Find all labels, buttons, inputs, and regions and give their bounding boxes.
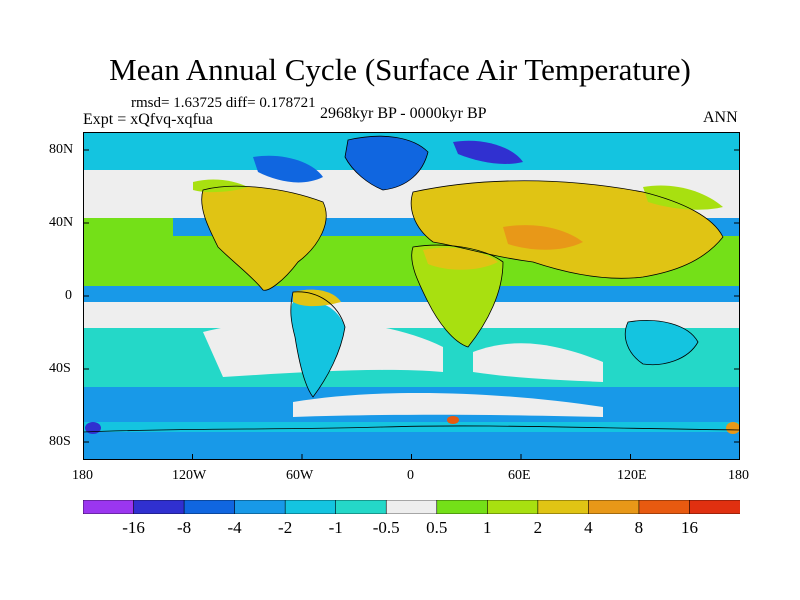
season-label: ANN xyxy=(703,109,738,126)
legend-swatch xyxy=(588,500,640,514)
antarctic-warm-spot xyxy=(726,422,740,434)
south-atlantic-neutral xyxy=(473,343,603,382)
legend-swatch xyxy=(689,500,740,514)
legend-swatch xyxy=(335,500,388,514)
rmsd-label: rmsd= xyxy=(131,95,170,111)
y-tick-label: 40N xyxy=(49,215,74,230)
legend-label: 2 xyxy=(533,518,543,537)
legend-label: 4 xyxy=(584,518,593,537)
diff-label: diff= xyxy=(225,95,256,111)
coastline-north-america xyxy=(201,185,327,291)
canadian-cold-patch xyxy=(253,155,323,183)
antarctic-cold-spot xyxy=(85,422,101,434)
x-tick-label: 180 xyxy=(72,468,93,483)
legend-swatch xyxy=(183,500,236,514)
south-america-north xyxy=(293,289,341,307)
coastline-africa xyxy=(411,244,504,348)
x-tick-label: 180 xyxy=(728,468,749,483)
x-tick-label: 120W xyxy=(172,468,207,483)
legend-label: -2 xyxy=(278,518,293,537)
greenland-region xyxy=(345,136,428,190)
antarctic-edge xyxy=(83,422,740,432)
legend-label: 0.5 xyxy=(426,518,448,537)
x-tick-label: 60W xyxy=(286,468,314,483)
legend-label: -4 xyxy=(227,518,242,537)
y-tick-label: 0 xyxy=(65,288,72,303)
eurasia-hot-patch xyxy=(503,225,583,250)
legend-label: 8 xyxy=(634,518,644,537)
chart-title: Mean Annual Cycle (Surface Air Temperatu… xyxy=(109,52,691,87)
arctic-cold-patch xyxy=(453,140,523,165)
legend-swatch xyxy=(284,500,337,514)
legend-label: 1 xyxy=(483,518,492,537)
legend-swatch xyxy=(83,500,135,514)
coastline-south-america xyxy=(290,291,346,398)
diff-value: 0.178721 xyxy=(259,95,316,111)
legend-swatch xyxy=(385,500,438,514)
legend-label: -8 xyxy=(176,518,192,537)
coastline-greenland xyxy=(344,135,429,191)
x-tick-label: 120E xyxy=(617,468,647,483)
color-legend xyxy=(83,500,740,514)
coastline-australia xyxy=(624,320,699,366)
subtropical-green-band xyxy=(83,218,173,238)
experiment-label: Expt = xQfvq-xqfua xyxy=(83,111,213,128)
legend-swatch xyxy=(537,500,590,514)
y-tick-label: 40S xyxy=(49,361,71,376)
coastline-antarctica xyxy=(83,425,740,433)
legend-label: -16 xyxy=(122,518,145,537)
legend-swatch xyxy=(436,500,489,514)
y-tick-label: 80N xyxy=(49,142,74,157)
legend-swatch xyxy=(234,500,286,514)
legend-label: -0.5 xyxy=(372,518,400,537)
stats-line: rmsd= 1.63725 diff= 0.178721 xyxy=(131,95,316,112)
y-tick-label: 80S xyxy=(49,434,71,449)
north-africa-hot xyxy=(423,247,498,270)
legend-swatch xyxy=(133,500,185,514)
north-america xyxy=(201,186,327,291)
siberia-green xyxy=(643,185,723,210)
anomaly-map xyxy=(83,132,740,460)
australia xyxy=(625,320,698,365)
legend-swatch xyxy=(487,500,539,514)
x-tick-label: 60E xyxy=(508,468,531,483)
period-label: 2968kyr BP - 0000kyr BP xyxy=(320,105,487,122)
south-america xyxy=(290,300,345,397)
rmsd-value: 1.63725 xyxy=(173,95,222,111)
africa xyxy=(411,245,503,347)
legend-label: 16 xyxy=(680,518,698,537)
southern-ocean-neutral xyxy=(293,392,603,417)
x-tick-label: 0 xyxy=(407,468,414,483)
legend-swatch xyxy=(638,500,691,514)
legend-label: -1 xyxy=(328,518,343,537)
antarctic-warm-spot xyxy=(447,416,459,424)
